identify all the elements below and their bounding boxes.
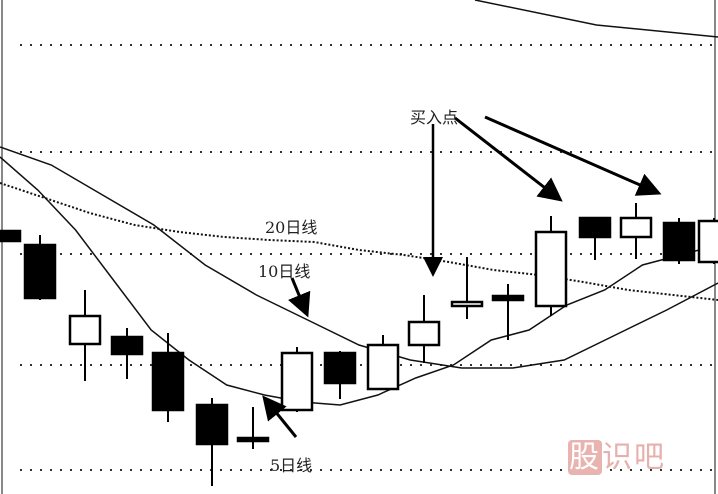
- candle: [68, 290, 102, 381]
- candle-body: [407, 320, 441, 347]
- candle-body: [280, 351, 314, 412]
- candle-body: [68, 314, 102, 346]
- candle-body: [619, 216, 653, 239]
- candle-body: [151, 351, 185, 412]
- candle-body: [450, 300, 484, 308]
- candle: [151, 333, 185, 422]
- candle-body: [323, 351, 357, 385]
- candle: [23, 235, 57, 300]
- candle: [662, 218, 696, 264]
- ma-line: [0, 182, 718, 301]
- candle: [619, 203, 653, 259]
- candle-body: [491, 294, 525, 302]
- arrow-buy-2: [454, 116, 563, 202]
- candle-body: [697, 219, 718, 264]
- candle-body: [662, 221, 696, 262]
- candle: [236, 407, 270, 449]
- candle-body: [534, 230, 568, 308]
- candle-body: [110, 335, 144, 356]
- ma-line: [474, 0, 718, 38]
- candle-body: [366, 343, 400, 391]
- candle: [195, 398, 229, 486]
- candle: [534, 216, 568, 316]
- watermark-logo: 股识吧: [568, 440, 666, 475]
- label-20day: 20日线: [265, 218, 317, 237]
- candle: [366, 335, 400, 391]
- candle-body: [578, 216, 612, 239]
- candle: [697, 218, 718, 264]
- label-10day: 10日线: [258, 262, 310, 281]
- candle-body: [23, 243, 57, 300]
- arrow-5day: [262, 395, 298, 438]
- label-buy-point: 买入点: [410, 108, 458, 127]
- ma-line: [0, 146, 718, 369]
- ma-line: [0, 156, 718, 406]
- arrow-10day: [288, 277, 311, 318]
- annotation-arrows: [262, 115, 662, 438]
- candle: [491, 284, 525, 340]
- candle-body: [0, 229, 22, 243]
- candle: [323, 351, 357, 399]
- arrow-buy-3: [484, 115, 662, 196]
- candle-body: [195, 403, 229, 446]
- candle: [110, 328, 144, 379]
- candle: [450, 257, 484, 319]
- candle-body: [236, 436, 270, 443]
- candle: [578, 216, 612, 260]
- candle: [280, 347, 314, 412]
- label-5day: 5日线: [270, 456, 312, 475]
- candle: [0, 229, 22, 243]
- candle: [407, 295, 441, 363]
